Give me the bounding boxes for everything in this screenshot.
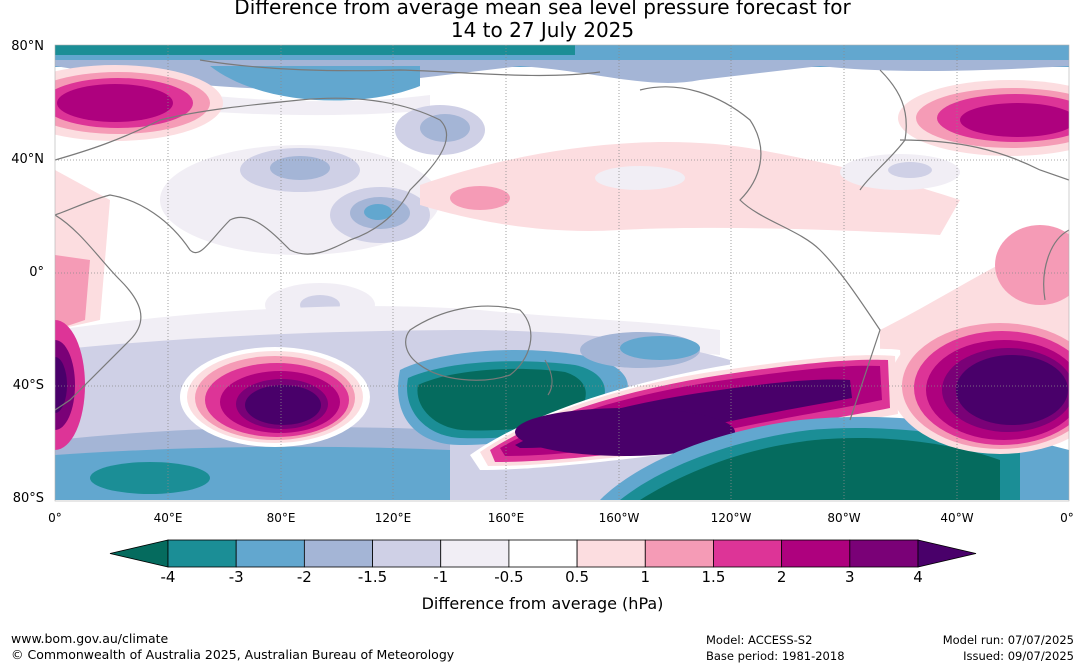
- coastlines: [55, 59, 1069, 421]
- lat-label-80s: 80°S: [12, 491, 44, 506]
- colorbar-caption: Difference from average (hPa): [421, 594, 664, 613]
- lon-label-80w: 80°W: [827, 511, 861, 525]
- lat-label-80n: 80°N: [11, 39, 44, 54]
- lat-label-40n: 40°N: [11, 152, 44, 167]
- lon-label-80e: 80°E: [266, 511, 296, 525]
- colorbar-cell: [576, 539, 646, 568]
- colorbar-cell: [713, 539, 783, 568]
- footer-model-run: Model run: 07/07/2025: [942, 633, 1074, 647]
- colorbar-tick-label: -1.5: [357, 568, 388, 586]
- lat-label-0: 0°: [29, 265, 44, 280]
- footer-base-period: Base period: 1981-2018: [706, 649, 845, 663]
- lon-label-160e: 160°E: [487, 511, 525, 525]
- lon-label-120e: 120°E: [374, 511, 412, 525]
- colorbar: [109, 539, 977, 568]
- graticule: [55, 45, 1069, 501]
- map-title-line2: 14 to 27 July 2025: [450, 18, 635, 42]
- colorbar-cell: [303, 539, 373, 568]
- footer-copyright: © Commonwealth of Australia 2025, Austra…: [11, 647, 455, 662]
- lon-label-40e: 40°E: [153, 511, 183, 525]
- colorbar-cell: [644, 539, 714, 568]
- colorbar-extend-low: [109, 539, 169, 568]
- lon-label-0-west: 0°: [48, 511, 62, 525]
- lon-label-120w: 120°W: [710, 511, 752, 525]
- colorbar-tick-label: 2: [776, 568, 787, 586]
- lon-label-0-east: 0°: [1060, 511, 1074, 525]
- colorbar-tick-label: -2: [296, 568, 312, 586]
- footer-model: Model: ACCESS-S2: [706, 633, 813, 647]
- lon-label-160w: 160°W: [598, 511, 640, 525]
- colorbar-tick-label: -0.5: [494, 568, 524, 586]
- colorbar-tick-label: -4: [160, 568, 176, 586]
- footer-dates: Model run: 07/07/2025 Issued: 09/07/2025: [943, 632, 1074, 664]
- map-title-line1: Difference from average mean sea level p…: [234, 0, 851, 19]
- colorbar-tick-label: -1: [433, 568, 449, 586]
- footer-issued: Issued: 09/07/2025: [963, 649, 1074, 663]
- colorbar-tick-label: 0.5: [565, 568, 589, 586]
- colorbar-cell: [849, 539, 919, 568]
- anomaly-field: [55, 45, 1069, 501]
- colorbar-tick-label: 1.5: [701, 568, 726, 586]
- footer-model-info: Model: ACCESS-S2 Base period: 1981-2018: [706, 632, 845, 664]
- colorbar-cell: [372, 539, 442, 568]
- colorbar-tick-label: -3: [228, 568, 244, 586]
- colorbar-tick-label: 4: [913, 568, 923, 586]
- colorbar-tick-label: 1: [640, 568, 651, 586]
- colorbar-extend-high: [917, 539, 977, 568]
- colorbar-tick-label: 3: [845, 568, 855, 586]
- colorbar-cell: [167, 539, 237, 568]
- colorbar-cell: [235, 539, 305, 568]
- colorbar-cell: [440, 539, 510, 568]
- footer-url: www.bom.gov.au/climate: [11, 631, 169, 646]
- footer-left: www.bom.gov.au/climate © Commonwealth of…: [11, 631, 454, 663]
- colorbar-cell: [781, 539, 851, 568]
- lon-label-40w: 40°W: [940, 511, 974, 525]
- map-title: Difference from average mean sea level p…: [0, 0, 1085, 42]
- colorbar-cell: [508, 539, 578, 568]
- pressure-anomaly-map: [54, 44, 1070, 502]
- lat-label-40s: 40°S: [12, 378, 44, 393]
